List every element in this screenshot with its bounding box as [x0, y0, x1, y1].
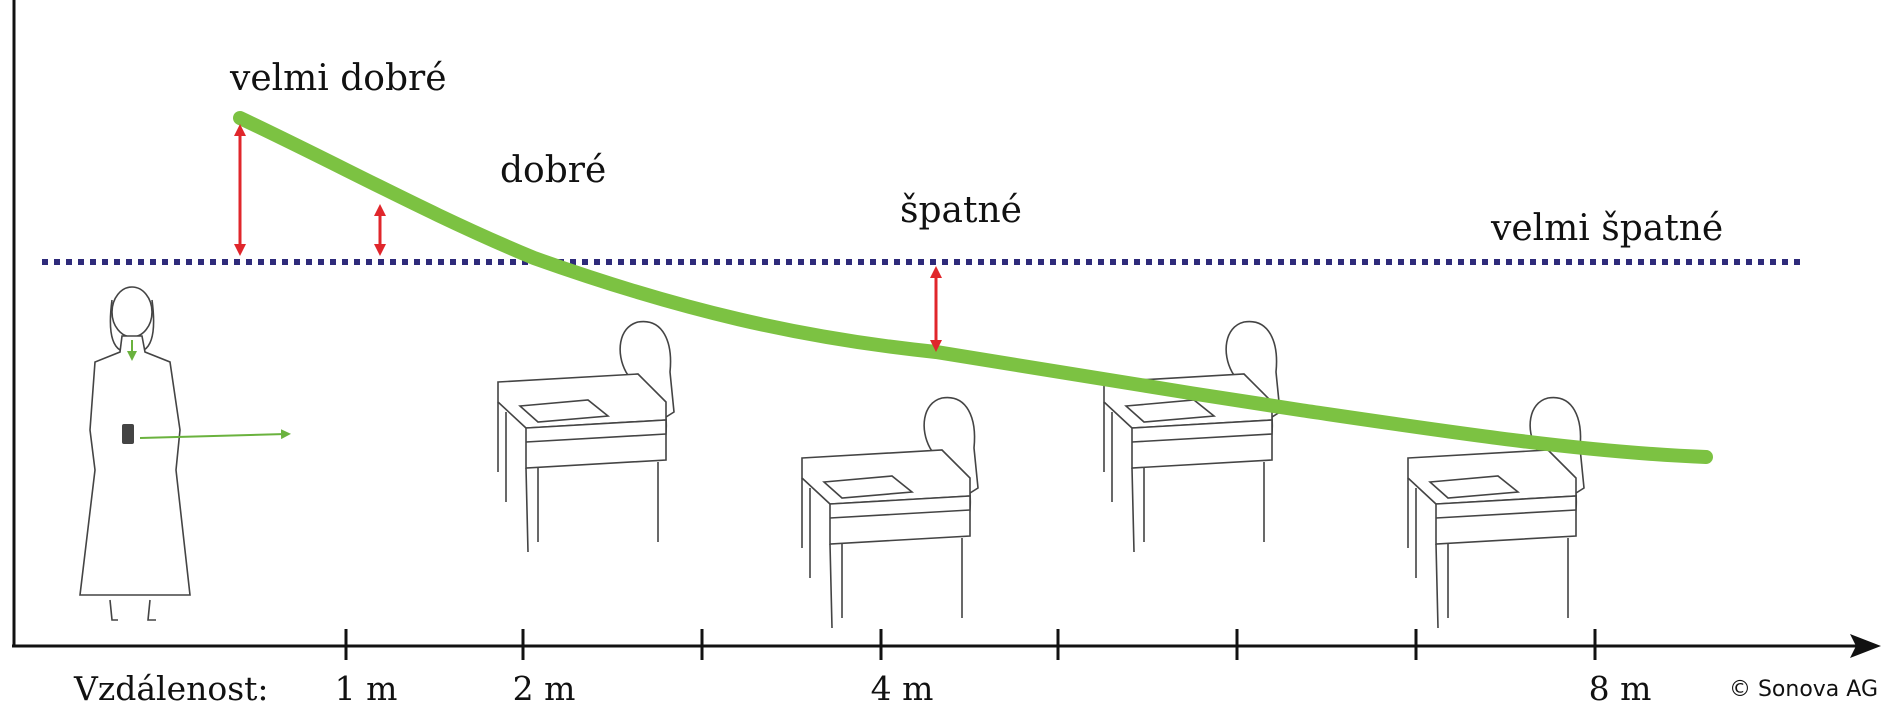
quality-label: špatné: [900, 190, 1022, 231]
tick-label: 1 m: [335, 669, 398, 705]
axis-label: Vzdálenost:: [73, 669, 269, 705]
tick-label: 2 m: [513, 669, 576, 705]
diagram: velmi dobré dobré špatné velmi špatné Vz…: [0, 0, 1881, 705]
quality-label: dobré: [500, 150, 606, 191]
tick-label: 8 m: [1589, 669, 1652, 705]
copyright: © Sonova AG: [1729, 677, 1878, 702]
quality-label: velmi špatné: [1490, 208, 1723, 249]
teacher: [80, 287, 286, 620]
tick-label: 4 m: [871, 669, 934, 705]
signal-curve: [240, 118, 1706, 457]
quality-label: velmi dobré: [229, 58, 447, 99]
